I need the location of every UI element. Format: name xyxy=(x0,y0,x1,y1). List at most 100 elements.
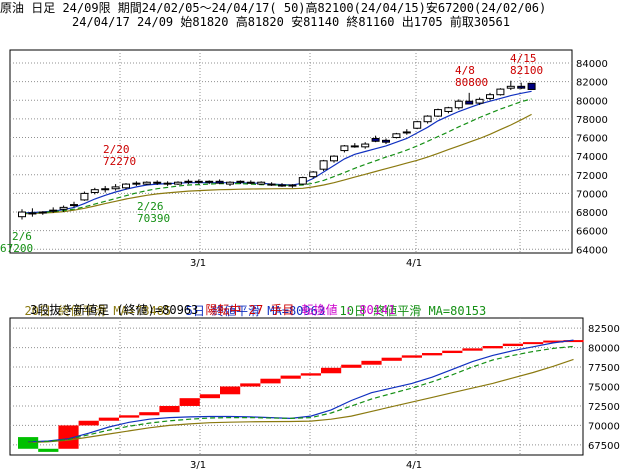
newprice-brick xyxy=(563,340,584,343)
newprice-title: 3段抜き新値足 (終値)=80963 xyxy=(30,303,199,317)
newprice-brick xyxy=(543,340,564,343)
candle-body xyxy=(278,184,286,187)
annotation-date: 4/8 xyxy=(455,64,475,77)
candle-body xyxy=(392,133,401,139)
candle-body xyxy=(70,204,78,207)
newprice-brick xyxy=(78,420,99,426)
annotation-date: 4/15 xyxy=(510,52,537,65)
candle-body xyxy=(184,180,193,183)
newprice-brick xyxy=(462,348,483,351)
main-y-tick-label: 76000 xyxy=(576,134,608,145)
newprice-brick xyxy=(361,360,382,365)
candle-body xyxy=(371,137,380,142)
newprice-brick xyxy=(300,373,321,376)
sub-y-tick-label: 70000 xyxy=(588,421,620,432)
candle-body xyxy=(18,211,26,218)
main-y-tick-label: 72000 xyxy=(576,171,608,182)
main-y-tick-label: 68000 xyxy=(576,208,608,219)
candle-body xyxy=(153,181,162,184)
candle-body xyxy=(444,107,453,112)
candle-body xyxy=(267,183,276,186)
legend-ma5-sub: 5日 終値平滑 MA=80963 xyxy=(185,304,326,318)
newprice-count: 27 手目 xyxy=(248,303,295,317)
newprice-brick xyxy=(38,448,59,452)
candle-body xyxy=(496,88,505,96)
sub-y-tick-label: 80000 xyxy=(588,344,620,355)
candle-body xyxy=(319,160,328,170)
main-y-tick-label: 66000 xyxy=(576,227,608,238)
newprice-brick xyxy=(58,425,79,449)
newprice-brick xyxy=(179,398,200,406)
chart-header-ohlc: 24/04/17 24/09 始81820 高81820 安81140 終811… xyxy=(72,15,511,29)
candle-body xyxy=(527,82,536,90)
main-x-tick-label: 4/1 xyxy=(406,258,422,269)
candle-body xyxy=(226,181,234,185)
candle-body xyxy=(80,192,89,201)
main-y-tick-label: 80000 xyxy=(576,96,608,107)
candle-body xyxy=(486,94,494,99)
sub-x-tick-label: 3/1 xyxy=(190,460,206,471)
sub-x-tick-label: 4/1 xyxy=(406,460,422,471)
candle-body xyxy=(517,85,526,89)
candle-body xyxy=(454,100,463,109)
newprice-brick xyxy=(523,342,544,345)
ma-legend-sub: 20日 終値平滑 MA=78485 5日 終値平滑 MA=80963 10日 終… xyxy=(10,290,486,318)
newprice-brick xyxy=(482,346,503,349)
annotation-date: 2/6 xyxy=(12,230,32,243)
candle-body xyxy=(236,180,245,183)
candle-body xyxy=(257,181,266,185)
newprice-brick xyxy=(18,437,39,449)
sub-ma-line-2 xyxy=(28,345,574,443)
newprice-brick xyxy=(240,383,261,387)
candle-body xyxy=(49,209,58,212)
newprice-brick xyxy=(159,405,180,413)
main-y-tick-label: 78000 xyxy=(576,115,608,126)
sub-y-tick-label: 82500 xyxy=(588,324,620,335)
annotation-value: 67200 xyxy=(0,242,33,255)
newprice-brick xyxy=(321,367,342,374)
candle-body xyxy=(142,181,151,185)
annotation-value: 80800 xyxy=(455,76,488,89)
sub-y-tick-label: 77500 xyxy=(588,363,620,374)
candle-body xyxy=(28,212,37,215)
chart-header-period: 原油 日足 24/09限 期間24/02/05～24/04/17( 50)高82… xyxy=(0,1,547,15)
main-plot-area xyxy=(9,49,573,254)
newprice-brick xyxy=(422,353,443,356)
candle-body xyxy=(434,109,442,117)
candle-body xyxy=(122,183,130,189)
main-ma-line-2 xyxy=(21,98,532,214)
newprice-brick xyxy=(98,417,119,421)
newprice-brick xyxy=(139,412,160,416)
newprice-brick xyxy=(401,355,422,358)
candle-body xyxy=(309,171,318,178)
newprice-brick xyxy=(442,350,463,354)
main-ma-line-1 xyxy=(21,90,532,214)
candle-body xyxy=(215,180,224,184)
sub-y-tick-label: 72500 xyxy=(588,402,620,413)
newprice-brick xyxy=(119,415,140,418)
main-y-tick-label: 64000 xyxy=(576,245,608,256)
sub-plot-area xyxy=(9,317,584,456)
sub-y-tick-label: 67500 xyxy=(588,441,620,452)
candle-body xyxy=(475,98,484,104)
candle-body xyxy=(59,206,68,210)
legend-ma10-sub: 10日 終値平滑 MA=80153 xyxy=(339,304,487,318)
newprice-brick xyxy=(260,378,281,384)
main-y-tick-label: 74000 xyxy=(576,152,608,163)
newprice-reversal: 転換値 : 80141 xyxy=(301,303,396,317)
main-y-tick-label: 82000 xyxy=(576,78,608,89)
candle-body xyxy=(163,182,172,185)
candle-body xyxy=(205,180,214,183)
candle-body xyxy=(506,85,515,89)
candle-body xyxy=(298,177,307,185)
newprice-brick xyxy=(502,343,523,347)
candle-body xyxy=(340,145,349,152)
newprice-brick xyxy=(199,394,220,399)
candle-body xyxy=(465,100,474,105)
annotation-date: 2/26 xyxy=(137,200,164,213)
newprice-info: 3段抜き新値足 (終値)=80963 陽転中 27 手目 転換値 : 80141 xyxy=(30,303,395,317)
main-x-tick-label: 3/1 xyxy=(190,258,206,269)
candle-body xyxy=(90,189,99,193)
candle-body xyxy=(330,155,338,162)
